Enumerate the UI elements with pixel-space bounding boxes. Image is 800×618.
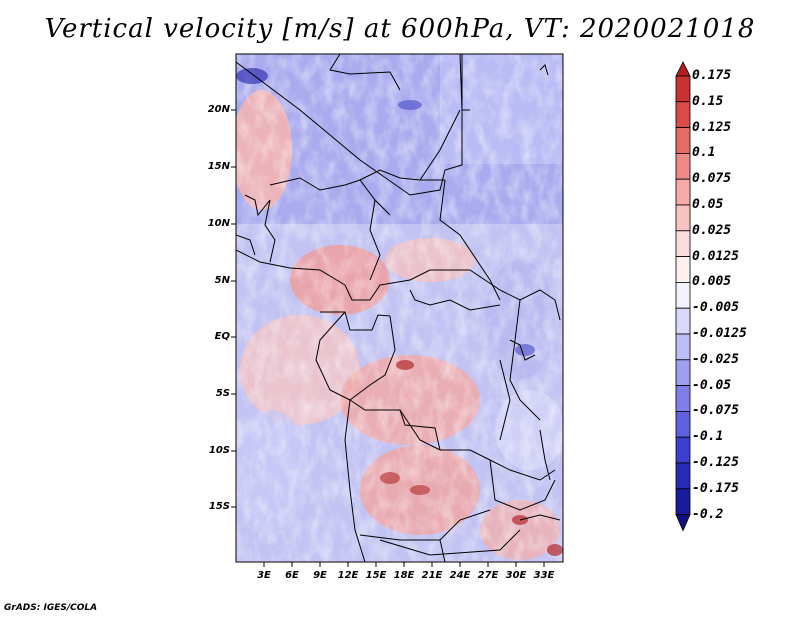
colorbar-segment	[675, 204, 691, 232]
colorbar-segment	[675, 152, 691, 180]
colorbar-segment	[675, 178, 691, 206]
lat-label-15s: 15S	[208, 501, 230, 512]
colorbar-segment	[675, 256, 691, 283]
colorbar-label: -0.075	[692, 403, 739, 419]
lon-label-33e: 33E	[533, 570, 555, 581]
colorbar-label: 0.175	[692, 68, 732, 83]
colorbar-label: 0.125	[692, 119, 732, 135]
lon-label-6e: 6E	[285, 570, 299, 581]
lon-label-3e: 3E	[257, 570, 271, 581]
colorbar-label: -0.175	[692, 480, 739, 496]
velocity-field	[236, 54, 563, 562]
colorbar-label: -0.005	[692, 300, 739, 316]
lat-label-10s: 10S	[208, 445, 230, 456]
lat-label-5s: 5S	[215, 388, 230, 399]
colorbar-label: 0.025	[692, 222, 732, 238]
colorbar-label: -0.0125	[692, 326, 747, 341]
colorbar-label: -0.2	[692, 506, 724, 522]
colorbar-segment	[675, 281, 691, 309]
lon-label-15e: 15E	[365, 570, 387, 581]
lat-label-5n: 5N	[214, 275, 230, 286]
colorbar-label: -0.125	[692, 455, 739, 470]
colorbar-label: -0.1	[692, 429, 724, 445]
lat-label-10n: 10N	[207, 218, 230, 229]
colorbar-label: 0.15	[692, 93, 724, 109]
colorbar-segment	[675, 333, 691, 361]
lon-label-9e: 9E	[313, 570, 327, 581]
lat-label-15n: 15N	[207, 161, 230, 172]
colorbar	[675, 61, 691, 532]
lat-label-eq: EQ	[214, 331, 230, 342]
plot-title: Vertical velocity [m/s] at 600hPa, VT: 2…	[44, 14, 756, 44]
colorbar-top-arrow	[675, 61, 691, 77]
colorbar-segment	[675, 385, 691, 412]
colorbar-segment	[675, 359, 691, 386]
colorbar-segment	[675, 101, 691, 129]
colorbar-bottom-arrow	[675, 514, 691, 532]
colorbar-label: 0.0125	[692, 248, 739, 264]
lon-ticks	[263, 562, 545, 567]
lon-label-12e: 12E	[337, 570, 359, 581]
footer-credit: GrADS: IGES/COLA	[4, 603, 98, 613]
colorbar-label: 0.075	[692, 171, 732, 187]
lon-label-18e: 18E	[393, 570, 415, 581]
lat-ticks	[231, 109, 236, 508]
colorbar-segment	[675, 230, 691, 258]
map-frame	[235, 53, 564, 563]
lon-label-27e: 27E	[477, 570, 499, 581]
colorbar-label: 0.1	[692, 145, 716, 161]
lon-label-30e: 30E	[505, 570, 527, 581]
colorbar-label: 0.005	[692, 274, 732, 290]
colorbar-label: -0.05	[692, 377, 732, 393]
colorbar-segment	[675, 410, 691, 438]
colorbar-segment	[675, 436, 691, 464]
colorbar-segment	[675, 127, 691, 154]
lon-label-24e: 24E	[449, 570, 471, 581]
colorbar-label: 0.05	[692, 197, 724, 212]
colorbar-segment	[675, 307, 691, 335]
colorbar-segment	[675, 75, 691, 103]
lon-label-21e: 21E	[421, 570, 443, 581]
country-borders	[236, 54, 561, 562]
lat-label-20n: 20N	[207, 104, 230, 115]
colorbar-segment	[675, 462, 691, 490]
colorbar-segment	[675, 488, 691, 515]
colorbar-label: -0.025	[692, 351, 739, 367]
